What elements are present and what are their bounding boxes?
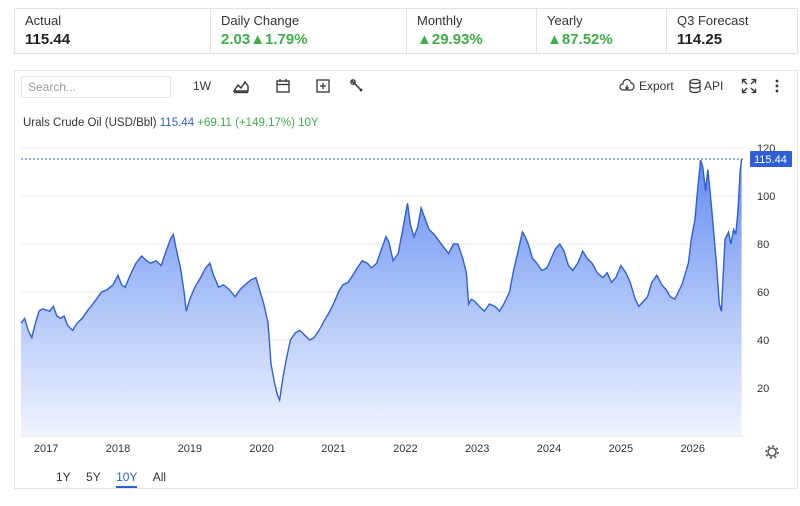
calendar-icon[interactable] bbox=[275, 78, 291, 94]
stat-forecast: Q3 Forecast 114.25 bbox=[667, 9, 797, 53]
y-tick-label: 60 bbox=[757, 287, 769, 299]
x-tick-label: 2024 bbox=[537, 443, 561, 455]
stat-monthly: Monthly ▲29.93% bbox=[407, 9, 537, 53]
stat-daily-change: Daily Change 2.03▲1.79% bbox=[211, 9, 407, 53]
y-tick-label: 100 bbox=[757, 191, 775, 203]
x-tick-label: 2022 bbox=[393, 443, 417, 455]
legend-pct: (+149.17%) bbox=[235, 117, 295, 129]
x-tick-label: 2020 bbox=[249, 443, 273, 455]
stat-actual: Actual 115.44 bbox=[15, 9, 211, 53]
cloud-download-icon[interactable] bbox=[619, 78, 635, 94]
x-tick-label: 2019 bbox=[178, 443, 202, 455]
series-area bbox=[21, 158, 742, 436]
range-selector: 1Y 5Y 10Y All bbox=[56, 470, 178, 488]
y-tick-label: 80 bbox=[757, 239, 769, 251]
stat-value: 2.03▲1.79% bbox=[221, 31, 308, 48]
x-tick-label: 2026 bbox=[680, 443, 704, 455]
wrench-icon[interactable] bbox=[349, 78, 365, 94]
api-button[interactable]: API bbox=[704, 79, 724, 93]
compare-plus-icon[interactable] bbox=[315, 78, 331, 94]
x-tick-label: 2025 bbox=[609, 443, 633, 455]
stat-value: 115.44 bbox=[25, 31, 71, 48]
more-vertical-icon[interactable] bbox=[769, 78, 785, 94]
range-all[interactable]: All bbox=[152, 470, 167, 484]
y-tick-label: 40 bbox=[757, 335, 769, 347]
interval-button[interactable]: 1W bbox=[193, 79, 211, 93]
legend-value: 115.44 bbox=[159, 117, 195, 129]
chart-toolbar: 1W Export API bbox=[15, 71, 797, 103]
y-tick-label: 20 bbox=[757, 383, 769, 395]
range-1y[interactable]: 1Y bbox=[56, 470, 71, 484]
x-tick-label: 2021 bbox=[321, 443, 345, 455]
stat-label: Daily Change bbox=[221, 13, 300, 28]
stat-yearly: Yearly ▲87.52% bbox=[537, 9, 667, 53]
chart-panel: 1W Export API Urals Crude Oil (USD/Bbl) … bbox=[14, 70, 798, 489]
legend-range: 10Y bbox=[298, 117, 319, 129]
range-5y[interactable]: 5Y bbox=[86, 470, 101, 484]
range-10y[interactable]: 10Y bbox=[116, 470, 138, 488]
series-line bbox=[20, 158, 743, 403]
stats-bar: Actual 115.44 Daily Change 2.03▲1.79% Mo… bbox=[14, 8, 798, 54]
gear-icon[interactable] bbox=[765, 445, 779, 459]
stat-label: Monthly bbox=[417, 13, 463, 28]
chart-legend: Urals Crude Oil (USD/Bbl) 115.44 +69.11 … bbox=[23, 117, 319, 129]
legend-series-name: Urals Crude Oil (USD/Bbl) bbox=[23, 117, 157, 129]
x-tick-label: 2023 bbox=[465, 443, 489, 455]
stat-label: Actual bbox=[25, 13, 62, 28]
last-value-label: 115.44 bbox=[754, 154, 787, 166]
last-value-badge bbox=[750, 150, 792, 167]
legend-change: +69.11 bbox=[197, 117, 232, 129]
x-tick-label: 2018 bbox=[106, 443, 130, 455]
stat-value: 114.25 bbox=[677, 31, 723, 48]
search-input[interactable] bbox=[21, 76, 171, 98]
area-chart-icon[interactable] bbox=[233, 78, 249, 94]
stat-label: Yearly bbox=[547, 13, 583, 28]
export-button[interactable]: Export bbox=[639, 79, 674, 93]
database-icon[interactable] bbox=[687, 78, 703, 94]
stat-label: Q3 Forecast bbox=[677, 13, 749, 28]
fullscreen-icon[interactable] bbox=[741, 78, 757, 94]
stat-value: ▲29.93% bbox=[417, 31, 483, 48]
x-tick-label: 2017 bbox=[34, 443, 58, 455]
stat-value: ▲87.52% bbox=[547, 31, 613, 48]
